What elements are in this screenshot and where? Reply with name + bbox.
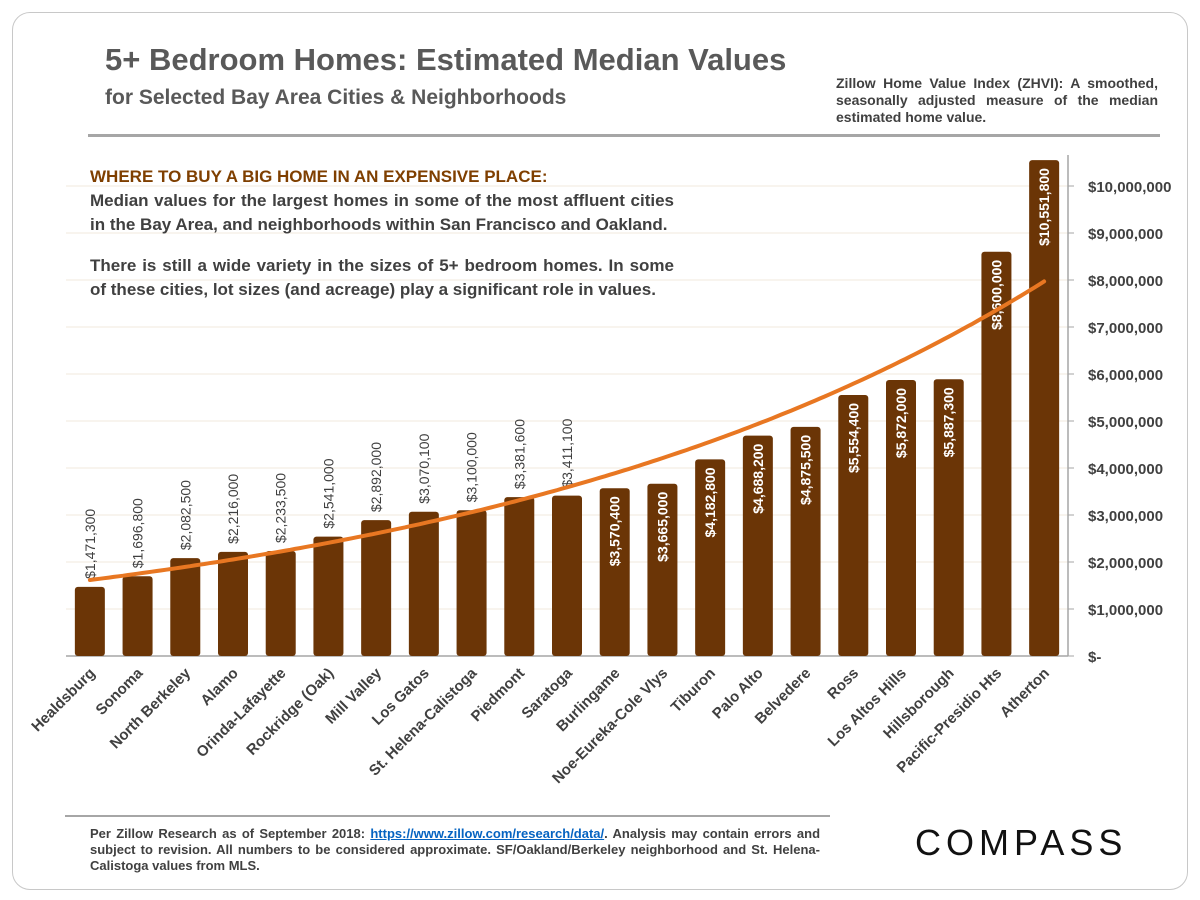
footer-divider bbox=[65, 815, 830, 817]
bar bbox=[218, 551, 248, 656]
x-tick-label: Orinda-Lafayette bbox=[193, 665, 289, 761]
footer-pre: Per Zillow Research as of September 2018… bbox=[90, 826, 371, 841]
bar bbox=[313, 536, 344, 656]
bar bbox=[265, 551, 296, 656]
data-label: $2,541,000 bbox=[320, 458, 336, 528]
data-label: $3,070,100 bbox=[416, 433, 432, 503]
data-label: $1,471,300 bbox=[82, 509, 98, 579]
y-tick-label: $1,000,000 bbox=[1088, 602, 1163, 619]
footer-post: . Analysis may contain errors and subjec… bbox=[90, 826, 821, 873]
data-label: $3,411,100 bbox=[559, 418, 575, 487]
data-label: $5,554,400 bbox=[845, 403, 861, 473]
footer-source: Per Zillow Research as of September 2018… bbox=[90, 826, 820, 874]
data-label: $3,100,000 bbox=[464, 432, 480, 502]
callout-text: WHERE TO BUY A BIG HOME IN AN EXPENSIVE … bbox=[90, 165, 674, 319]
page-subtitle: for Selected Bay Area Cities & Neighborh… bbox=[105, 86, 567, 109]
data-label: $8,600,000 bbox=[988, 260, 1004, 330]
x-tick-label: Ross bbox=[824, 665, 862, 703]
bar bbox=[74, 586, 105, 656]
y-tick-label: $2,000,000 bbox=[1088, 555, 1163, 572]
x-tick-label: Alamo bbox=[197, 665, 241, 709]
trendline bbox=[87, 279, 1047, 582]
x-tick-label: Healdsburg bbox=[28, 665, 98, 735]
bar bbox=[647, 483, 678, 656]
bar bbox=[170, 558, 201, 656]
y-tick-label: $6,000,000 bbox=[1088, 367, 1163, 384]
data-label: $4,182,800 bbox=[702, 467, 718, 537]
data-label: $2,216,000 bbox=[225, 474, 241, 544]
data-label: $10,551,800 bbox=[1036, 168, 1052, 246]
y-tick-label: $7,000,000 bbox=[1088, 320, 1163, 337]
bar bbox=[790, 426, 821, 656]
data-label: $4,875,500 bbox=[798, 435, 814, 505]
data-label: $3,381,600 bbox=[511, 419, 527, 489]
bar bbox=[122, 576, 153, 656]
bar bbox=[504, 497, 535, 656]
data-label: $5,872,000 bbox=[893, 388, 909, 458]
bar bbox=[361, 520, 392, 656]
compass-logo: COMPASS bbox=[915, 822, 1128, 863]
bar bbox=[695, 459, 726, 656]
bar bbox=[886, 380, 916, 656]
bar bbox=[456, 510, 487, 656]
bar bbox=[933, 379, 964, 656]
y-tick-label: $3,000,000 bbox=[1088, 508, 1163, 525]
callout-para1: Median values for the largest homes in s… bbox=[90, 191, 674, 234]
y-tick-label: $9,000,000 bbox=[1088, 226, 1163, 243]
callout-heading: WHERE TO BUY A BIG HOME IN AN EXPENSIVE … bbox=[90, 167, 548, 186]
slide-frame bbox=[12, 12, 1188, 890]
data-label: $3,570,400 bbox=[607, 496, 623, 566]
zillow-link[interactable]: https://www.zillow.com/research/data/ bbox=[370, 826, 605, 841]
x-tick-label: North Berkeley bbox=[107, 664, 195, 752]
data-label: $2,892,000 bbox=[368, 442, 384, 512]
data-label: $1,696,800 bbox=[130, 498, 146, 568]
bar bbox=[981, 251, 1012, 657]
y-tick-label: $- bbox=[1088, 649, 1101, 666]
bar bbox=[742, 435, 773, 656]
y-tick-label: $8,000,000 bbox=[1088, 273, 1163, 290]
x-tick-label: Rockridge (Oak) bbox=[243, 665, 337, 759]
bar bbox=[552, 495, 582, 656]
bar bbox=[599, 488, 630, 656]
x-tick-label: Atherton bbox=[997, 665, 1053, 721]
header-divider bbox=[88, 134, 1160, 137]
data-label: $5,887,300 bbox=[941, 387, 957, 457]
data-label: $3,665,000 bbox=[654, 492, 670, 562]
callout-para2: There is still a wide variety in the siz… bbox=[90, 256, 674, 299]
y-tick-label: $4,000,000 bbox=[1088, 461, 1163, 478]
y-tick-label: $5,000,000 bbox=[1088, 414, 1163, 431]
zhvi-note: Zillow Home Value Index (ZHVI): A smooth… bbox=[836, 75, 1158, 125]
data-label: $2,082,500 bbox=[177, 480, 193, 550]
bar bbox=[838, 394, 869, 656]
bar bbox=[408, 511, 439, 656]
page-title: 5+ Bedroom Homes: Estimated Median Value… bbox=[105, 42, 787, 77]
data-label: $4,688,200 bbox=[750, 443, 766, 513]
y-tick-label: $10,000,000 bbox=[1088, 179, 1171, 196]
data-label: $2,233,500 bbox=[273, 473, 289, 543]
